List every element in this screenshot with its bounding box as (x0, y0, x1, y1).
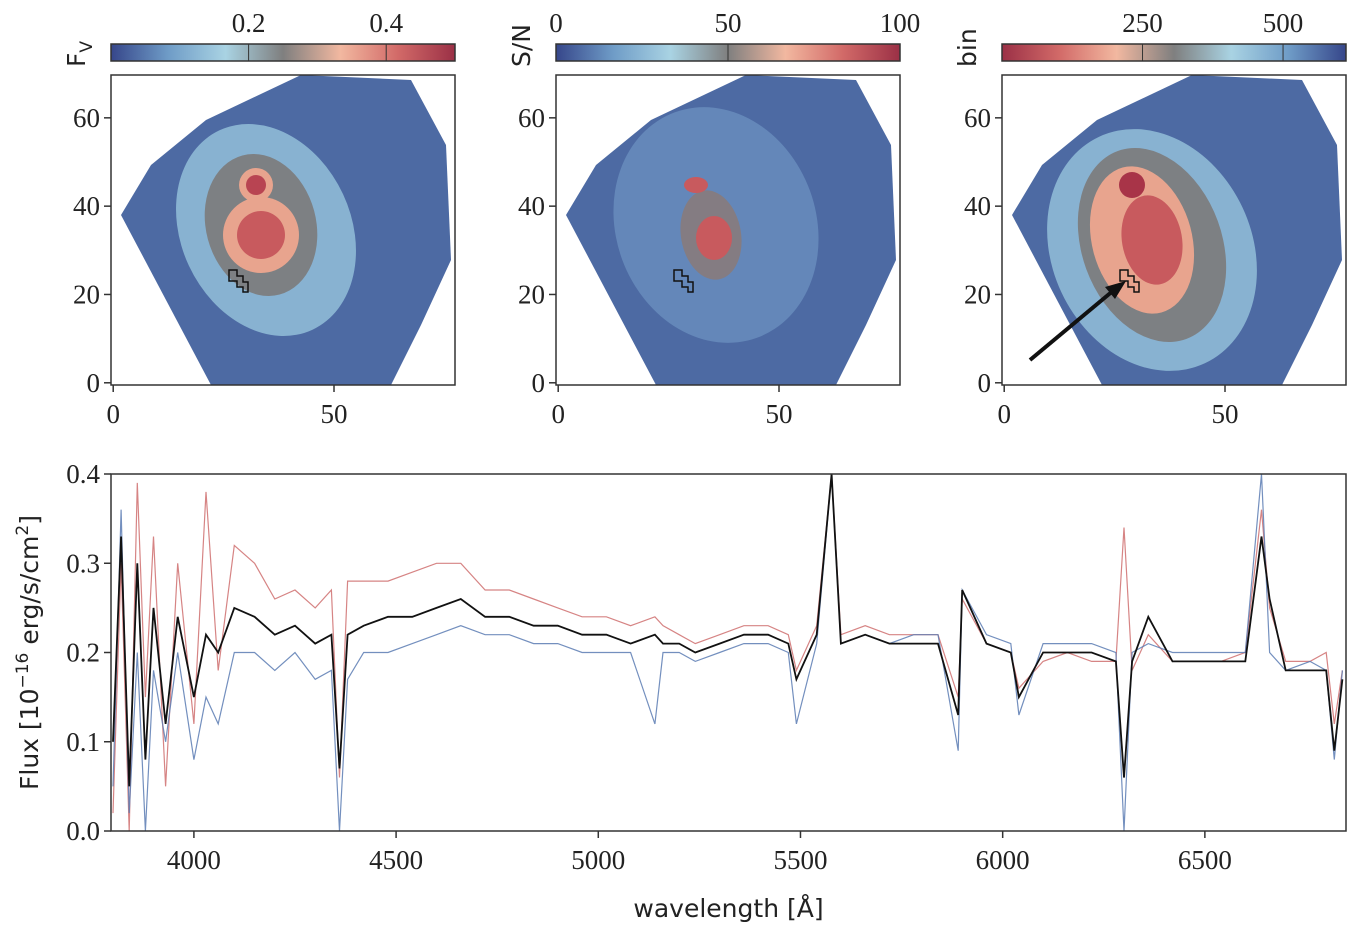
y-tick-label: 0.1 (66, 727, 100, 757)
colorbar-tick-label: 50 (715, 8, 742, 38)
colorbar-tick-label: 500 (1263, 8, 1304, 38)
colorbar-label: bin (953, 28, 982, 67)
x-tick-label: 4500 (369, 845, 423, 875)
x-tick-label: 50 (766, 399, 793, 429)
colorbar-tick-label: 100 (880, 8, 921, 38)
y-tick-label: 0 (532, 368, 546, 398)
y-tick-label: 60 (964, 103, 991, 133)
map-feature (1119, 172, 1145, 198)
x-tick-label: 0 (551, 399, 565, 429)
y-tick-label: 20 (964, 279, 991, 309)
x-tick-label: 0 (997, 399, 1011, 429)
colorbar-tick-label: 250 (1122, 8, 1163, 38)
map-feature (1121, 195, 1183, 285)
x-tick-label: 50 (1212, 399, 1239, 429)
y-tick-label: 0.0 (66, 816, 100, 846)
selected-bin (1119, 269, 1140, 293)
colorbar-label: FV (62, 41, 97, 67)
axes-frame (555, 74, 901, 386)
x-tick-label: 6500 (1178, 845, 1232, 875)
spectrum-line (112, 474, 1343, 831)
y-tick-label: 20 (518, 279, 545, 309)
x-tick-label: 6000 (976, 845, 1030, 875)
colorbar-label: S/N (507, 24, 536, 67)
arrow-head (1105, 281, 1126, 299)
spectrum-line (112, 474, 1343, 831)
colorbar (1001, 43, 1347, 62)
y-tick-label: 0.3 (66, 548, 100, 578)
y-tick-label: 0.2 (66, 638, 100, 668)
x-tick-label: 5500 (773, 845, 827, 875)
y-tick-label: 60 (518, 103, 545, 133)
spectrum-line (112, 474, 1344, 787)
x-tick-label: 50 (321, 399, 348, 429)
colorbar-tick-label: 0 (549, 8, 563, 38)
selected-bin (228, 269, 249, 293)
map-feature (696, 216, 732, 260)
map-image (1012, 75, 1342, 385)
x-tick-label: 4000 (167, 845, 221, 875)
selected-bin (673, 269, 694, 293)
y-tick-label: 40 (518, 191, 545, 221)
map-feature (237, 211, 285, 259)
x-tick-label: 0 (106, 399, 120, 429)
axes-frame (110, 74, 456, 386)
y-tick-label: 60 (73, 103, 100, 133)
y-tick-label: 40 (73, 191, 100, 221)
y-tick-label: 0.4 (66, 459, 100, 489)
arrow (1028, 288, 1116, 362)
y-tick-label: 40 (964, 191, 991, 221)
plot-area (112, 474, 1344, 831)
axes-frame (1001, 74, 1347, 386)
map-image (121, 75, 451, 385)
axes-frame (110, 473, 1347, 832)
map-feature (684, 177, 708, 193)
x-tick-label: 5000 (571, 845, 625, 875)
map-image (566, 75, 896, 385)
colorbar-tick-label: 0.2 (232, 8, 266, 38)
y-axis-label: Flux [10−16 erg/s/cm2] (13, 515, 44, 790)
y-tick-label: 20 (73, 279, 100, 309)
y-tick-label: 0 (978, 368, 992, 398)
colorbar-tick-label: 0.4 (369, 8, 403, 38)
map-feature (246, 175, 266, 195)
y-tick-label: 0 (87, 368, 101, 398)
colorbar (110, 43, 456, 62)
x-axis-label: wavelength [Å] (633, 894, 823, 923)
